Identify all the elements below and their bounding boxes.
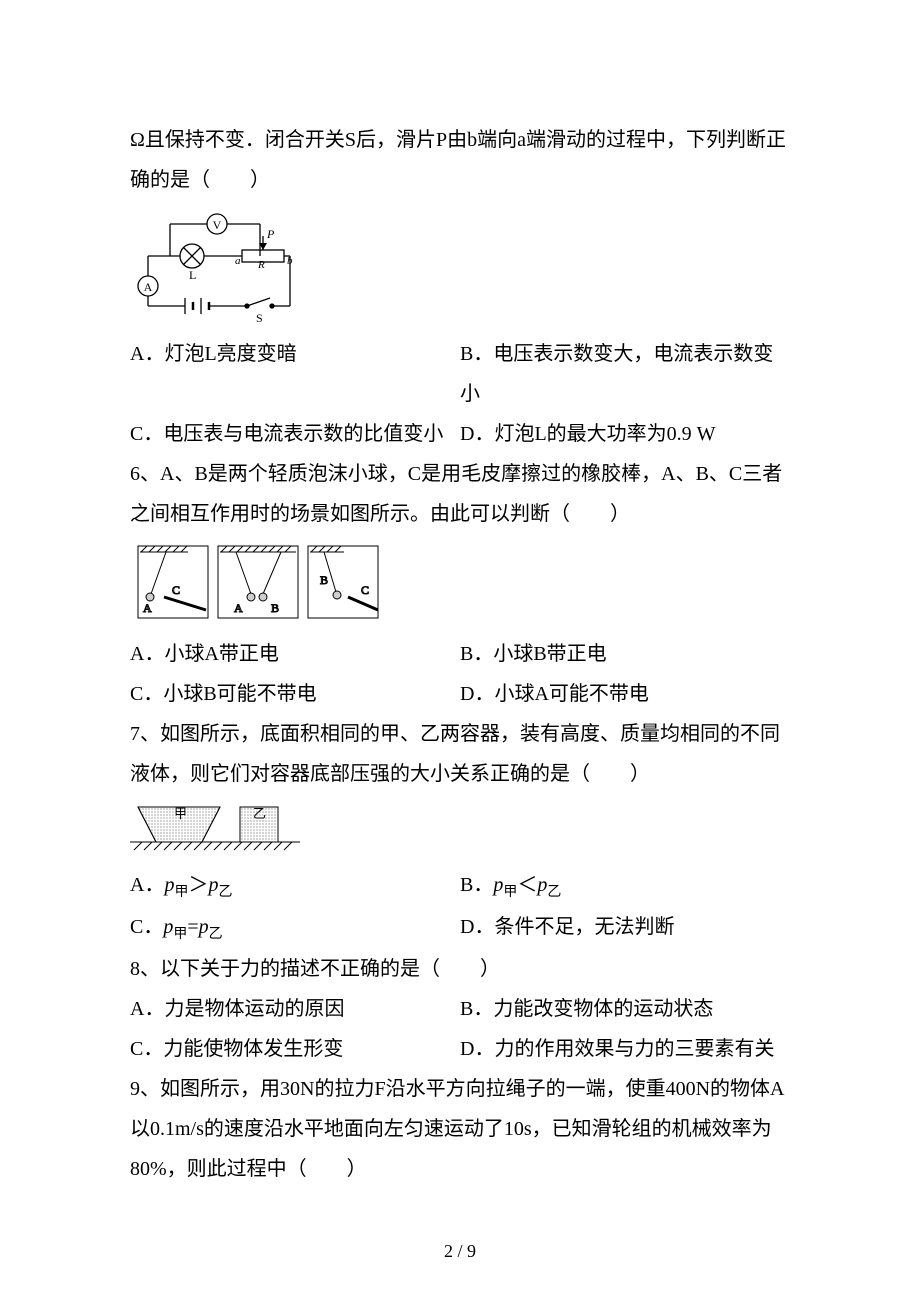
label-A: A <box>144 280 153 294</box>
q5-continuation: Ω且保持不变．闭合开关S后，滑片P由b端向a端滑动的过程中，下列判断正确的是（ … <box>130 120 790 200</box>
q8-option-C: C．力能使物体发生形变 <box>130 1029 460 1069</box>
q7-A-s1: 甲 <box>174 885 188 900</box>
q7-C-p1: p <box>163 916 173 938</box>
q7-option-A: A．p甲＞p乙 <box>130 865 460 907</box>
q7-stem: 7、如图所示，底面积相同的甲、乙两容器，装有高度、质量均相同的不同液体，则它们对… <box>130 714 790 794</box>
q7-A-p1: p <box>164 874 174 896</box>
q6-l3-B: B <box>320 573 328 587</box>
q9-stem: 9、如图所示，用30N的拉力F沿水平方向拉绳子的一端，使重400N的物体A以0.… <box>130 1069 790 1189</box>
q7-A-p2: p <box>208 874 218 896</box>
q5-option-D: D．灯泡L的最大功率为0.9 W <box>460 414 790 454</box>
q7-C-op: = <box>187 916 198 938</box>
q5-options: A．灯泡L亮度变暗 B．电压表示数变大，电流表示数变小 C．电压表与电流表示数的… <box>130 334 790 454</box>
page-number: 2 / 9 <box>0 1241 920 1262</box>
q7-B-p2: p <box>537 874 547 896</box>
q7-B-op: ＜ <box>517 874 537 896</box>
q6-option-A: A．小球A带正电 <box>130 634 460 674</box>
q5-circuit-diagram: V A L P a b R S <box>130 206 300 326</box>
q6-diagram: A C A B B C <box>136 544 386 622</box>
label-L: L <box>189 268 196 282</box>
q8-options: A．力是物体运动的原因 B．力能改变物体的运动状态 C．力能使物体发生形变 D．… <box>130 989 790 1069</box>
q6-option-B: B．小球B带正电 <box>460 634 790 674</box>
q5-option-C: C．电压表与电流表示数的比值变小 <box>130 414 460 454</box>
q7-C-pre: C． <box>130 916 163 938</box>
q7-B-pre: B． <box>460 874 493 896</box>
q5-option-A: A．灯泡L亮度变暗 <box>130 334 460 414</box>
q6-l2-B: B <box>271 601 279 615</box>
label-P: P <box>266 227 275 241</box>
q8-stem: 8、以下关于力的描述不正确的是（ ） <box>130 949 790 989</box>
q7-C-s1: 甲 <box>173 927 187 942</box>
q7-A-pre: A． <box>130 874 164 896</box>
q6-option-C: C．小球B可能不带电 <box>130 674 460 714</box>
q7-B-p1: p <box>493 874 503 896</box>
label-V: V <box>213 218 222 232</box>
label-b: b <box>287 255 293 267</box>
q6-options: A．小球A带正电 B．小球B带正电 C．小球B可能不带电 D．小球A可能不带电 <box>130 634 790 714</box>
label-a: a <box>235 255 241 267</box>
q8-option-B: B．力能改变物体的运动状态 <box>460 989 790 1029</box>
q7-C-p2: p <box>199 916 209 938</box>
q7-option-D: D．条件不足，无法判断 <box>460 907 790 949</box>
q8-option-A: A．力是物体运动的原因 <box>130 989 460 1029</box>
q7-diagram: 甲 乙 <box>130 802 300 857</box>
q6-l1-C: C <box>172 583 180 597</box>
q6-option-D: D．小球A可能不带电 <box>460 674 790 714</box>
q7-label-yi: 乙 <box>253 806 266 821</box>
q8-option-D: D．力的作用效果与力的三要素有关 <box>460 1029 790 1069</box>
q7-B-s2: 乙 <box>547 885 561 900</box>
q7-A-s2: 乙 <box>218 885 232 900</box>
q7-option-B: B．p甲＜p乙 <box>460 865 790 907</box>
q6-stem: 6、A、B是两个轻质泡沫小球，C是用毛皮摩擦过的橡胶棒，A、B、C三者之间相互作… <box>130 454 790 534</box>
q7-C-s2: 乙 <box>209 927 223 942</box>
q7-options: A．p甲＞p乙 B．p甲＜p乙 C．p甲=p乙 D．条件不足，无法判断 <box>130 865 790 949</box>
q6-l3-C: C <box>361 583 369 597</box>
q7-label-jia: 甲 <box>174 806 187 821</box>
q6-l2-A: A <box>234 601 243 615</box>
label-R: R <box>257 259 265 271</box>
q7-A-op: ＞ <box>188 874 208 896</box>
q7-option-C: C．p甲=p乙 <box>130 907 460 949</box>
q7-B-s1: 甲 <box>503 885 517 900</box>
q5-option-B: B．电压表示数变大，电流表示数变小 <box>460 334 790 414</box>
q6-l1-A: A <box>143 601 152 615</box>
label-S: S <box>256 311 263 325</box>
